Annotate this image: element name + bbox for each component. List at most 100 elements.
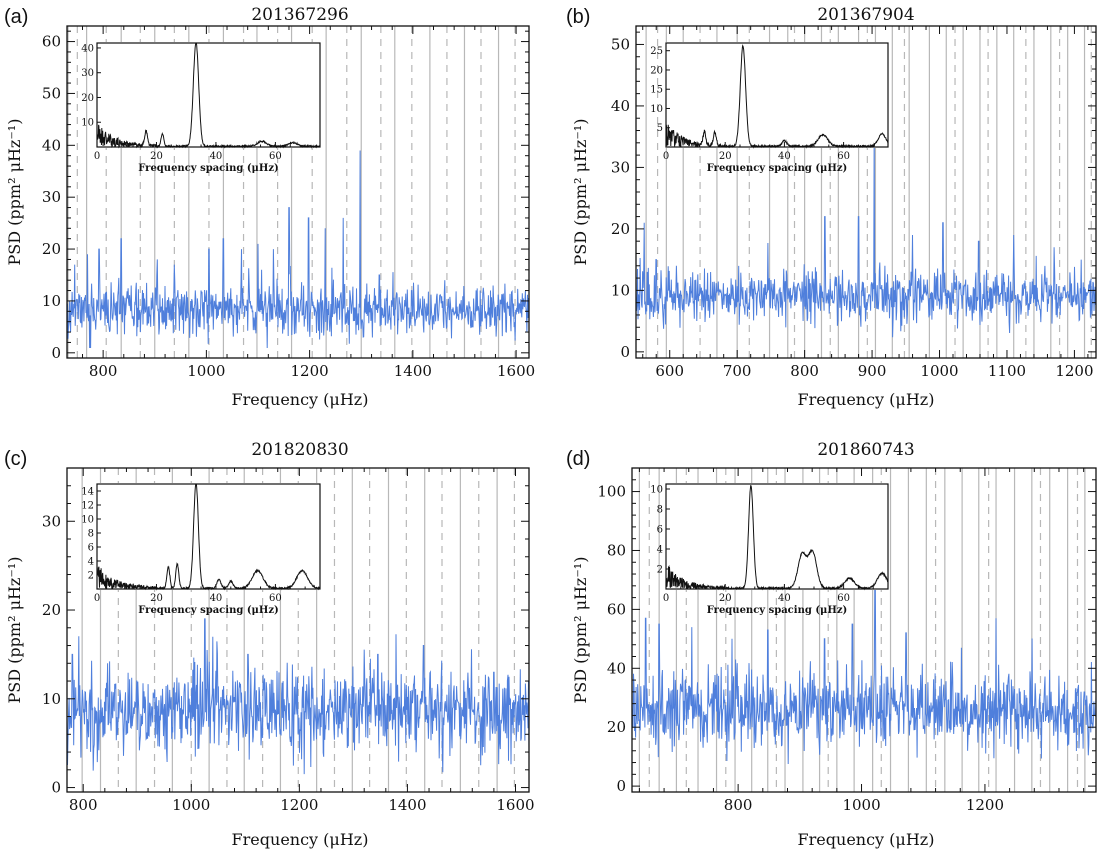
inset-y-tick-label: 10	[81, 118, 94, 129]
y-axis-label: PSD (ppm² μHz⁻¹)	[571, 557, 590, 704]
plot-frame	[631, 467, 1097, 793]
chart-title: 201820830	[251, 440, 348, 460]
panel-letter: (b)	[566, 6, 590, 28]
inset-x-tick-label: 40	[778, 151, 791, 162]
x-tick-label: 1200	[280, 796, 318, 814]
psd-series-line	[631, 579, 1097, 765]
x-tick-label: 1000	[187, 362, 225, 380]
panel-letter: (d)	[566, 448, 590, 470]
plot-frame	[66, 467, 530, 793]
x-tick-label: 900	[858, 362, 887, 380]
x-tick-label: 1400	[394, 362, 432, 380]
inset-y-tick-label: 10	[650, 485, 663, 496]
y-tick-label: 0	[616, 777, 626, 795]
x-tick-label: 1200	[966, 796, 1004, 814]
inset-x-tick-label: 20	[150, 151, 163, 162]
inset-x-tick-label: 0	[94, 151, 100, 162]
inset-frame	[96, 483, 321, 590]
x-tick-label: 600	[655, 362, 684, 380]
panel-b: (b) 201367904 600 700 800 900 1000 1100 1200 0 10 2…	[566, 5, 1097, 409]
inset-plot: 0 20 40 60 2 4 6 8 10 12 14 Frequency spacing (μHz)	[81, 483, 321, 616]
y-tick-label: 40	[42, 136, 61, 154]
y-tick-label: 30	[42, 512, 61, 530]
inset-y-tick-label: 5	[657, 123, 663, 134]
inset-x-tick-label: 0	[663, 151, 669, 162]
inset-x-tick-label: 0	[94, 593, 100, 604]
inset-y-tick-label: 12	[81, 501, 94, 512]
x-tick-label: 700	[723, 362, 752, 380]
inset-y-tick-label: 2	[88, 571, 94, 582]
inset-x-axis-label: Frequency spacing (μHz)	[707, 163, 847, 174]
y-tick-label: 40	[611, 97, 630, 115]
inset-background	[665, 42, 889, 148]
x-tick-label: 1200	[291, 362, 329, 380]
inset-background	[96, 483, 321, 590]
x-tick-label: 800	[790, 362, 819, 380]
inset-x-axis-label: Frequency spacing (μHz)	[138, 605, 278, 616]
inset-x-tick-label: 60	[269, 593, 282, 604]
y-tick-label: 0	[620, 343, 630, 361]
panel-letter: (a)	[4, 6, 28, 28]
y-tick-label: 80	[607, 541, 626, 559]
chart-title: 201860743	[817, 440, 914, 460]
inset-x-tick-label: 60	[269, 151, 282, 162]
x-tick-label: 1200	[1055, 362, 1093, 380]
inset-x-tick-label: 20	[719, 593, 732, 604]
y-tick-label: 40	[607, 659, 626, 677]
inset-y-tick-label: 20	[650, 65, 663, 76]
chart-title: 201367904	[817, 5, 914, 25]
y-tick-label: 60	[607, 600, 626, 618]
y-tick-label: 10	[42, 292, 61, 310]
inset-frame	[665, 42, 889, 148]
inset-x-axis-label: Frequency spacing (μHz)	[707, 605, 847, 616]
y-tick-label: 60	[42, 33, 61, 51]
inset-y-tick-label: 10	[81, 515, 94, 526]
inset-background	[665, 483, 889, 590]
chart-title: 201367296	[251, 5, 348, 25]
inset-x-tick-label: 0	[663, 593, 669, 604]
plot-frame	[66, 25, 530, 359]
y-axis-label: PSD (ppm² μHz⁻¹)	[5, 119, 24, 266]
y-tick-label: 10	[42, 690, 61, 708]
y-tick-label: 30	[42, 188, 61, 206]
inset-y-tick-label: 40	[81, 43, 94, 54]
inset-y-tick-label: 10	[650, 104, 663, 115]
inset-y-tick-label: 30	[81, 68, 94, 79]
x-axis-label: Frequency (μHz)	[232, 830, 369, 849]
x-axis-label: Frequency (μHz)	[232, 390, 369, 409]
psd-series-line	[635, 118, 1097, 338]
inset-plot: 0 20 40 60 2 4 6 8 10 Frequency spacing (μHz)	[650, 483, 889, 616]
inset-y-tick-label: 8	[657, 505, 663, 516]
inset-y-tick-label: 6	[88, 543, 94, 554]
x-tick-label: 800	[724, 796, 753, 814]
x-tick-label: 1600	[496, 796, 534, 814]
panel-a: (a) 201367296 800 1000 1200 1400 1600 0 10 20 30 40…	[4, 5, 535, 409]
inset-x-tick-label: 40	[778, 593, 791, 604]
y-tick-label: 30	[611, 158, 630, 176]
x-tick-label: 1400	[388, 796, 426, 814]
inset-x-tick-label: 60	[837, 593, 850, 604]
inset-y-tick-label: 4	[657, 545, 663, 556]
y-tick-label: 0	[51, 344, 61, 362]
x-tick-label: 1600	[497, 362, 535, 380]
inset-frame	[96, 42, 321, 148]
inset-y-tick-label: 20	[81, 93, 94, 104]
x-tick-label: 1000	[920, 362, 958, 380]
inset-series-line	[665, 44, 889, 149]
y-axis-label: PSD (ppm² μHz⁻¹)	[571, 119, 590, 266]
inset-y-tick-label: 14	[81, 487, 94, 498]
inset-y-tick-label: 2	[657, 565, 663, 576]
inset-y-tick-label: 15	[650, 85, 663, 96]
inset-y-tick-label: 8	[88, 529, 94, 540]
inset-x-axis-label: Frequency spacing (μHz)	[138, 163, 278, 174]
y-tick-label: 50	[611, 35, 630, 53]
inset-x-tick-label: 40	[210, 151, 223, 162]
x-tick-label: 1100	[988, 362, 1026, 380]
inset-x-tick-label: 20	[719, 151, 732, 162]
psd-series-line	[66, 150, 530, 349]
